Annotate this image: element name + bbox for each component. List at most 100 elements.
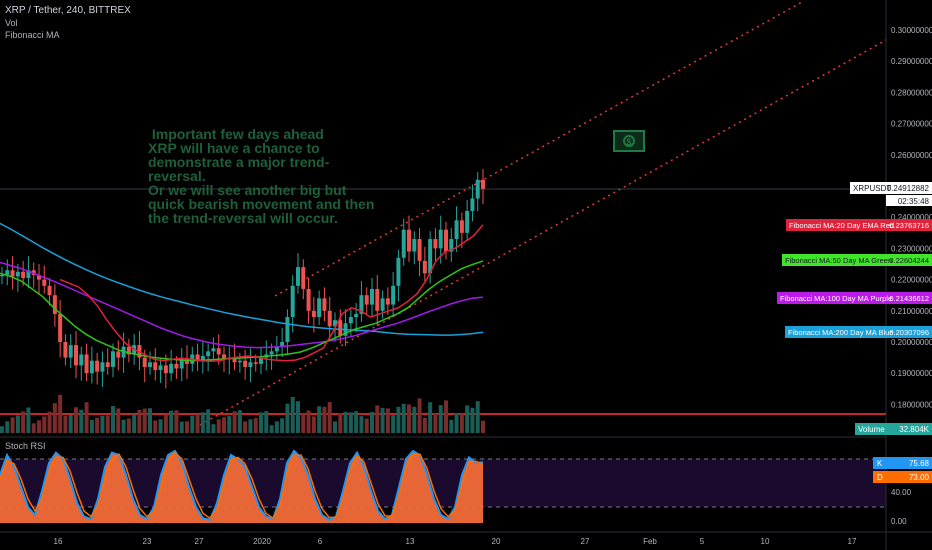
label-countdown: 02:35:48 — [898, 197, 930, 206]
volume-bar — [391, 415, 396, 433]
volume-bar — [401, 403, 406, 433]
volume-bar — [407, 404, 411, 433]
candle-body — [459, 220, 464, 233]
candle-body — [105, 362, 110, 367]
candle-body — [111, 351, 115, 367]
label-xrpusdt-value: 0.24912882 — [887, 184, 930, 193]
candle-body — [95, 360, 100, 372]
volume-bar — [126, 418, 131, 433]
time-tick: 23 — [143, 537, 152, 546]
stoch-rsi-title[interactable]: Stoch RSI — [5, 441, 46, 451]
label-volume-name: Volume — [858, 425, 885, 434]
volume-bar — [21, 411, 26, 433]
volume-bar — [449, 419, 454, 433]
label-ma20: Fibonacci MA:20 Day EMA Red 0.23763716 — [786, 219, 932, 231]
volume-bar — [237, 410, 242, 433]
time-tick: 6 — [318, 537, 323, 546]
volume-bar — [132, 414, 137, 433]
price-tick: 0.21000000 — [891, 307, 932, 316]
label-ma200: Fibonacci MA:200 Day MA Blue 0.20307096 — [785, 326, 932, 338]
volume-bar — [380, 407, 385, 433]
volume-bar — [42, 416, 47, 433]
price-tick: 0.20000000 — [891, 338, 932, 347]
candle-body — [74, 345, 78, 366]
candle-body — [311, 310, 316, 318]
candle-body — [195, 354, 200, 361]
volume-bar — [137, 409, 142, 433]
candle-body — [179, 359, 184, 369]
candle-body — [52, 295, 57, 314]
candle-body — [222, 354, 226, 360]
candle-body — [185, 359, 189, 364]
volume-bar — [179, 421, 184, 433]
volume-bar — [89, 419, 94, 433]
label-volume: Volume 32.804K — [855, 423, 932, 435]
stoch-tick-40: 40.00 — [891, 488, 912, 497]
candle-body — [348, 317, 353, 324]
volume-bar — [142, 408, 147, 433]
volume-bar — [15, 415, 20, 433]
volume-bar — [343, 411, 348, 433]
candle-body — [26, 270, 31, 279]
trend-line-lower[interactable] — [199, 39, 887, 426]
time-tick: 27 — [195, 537, 204, 546]
candle-body — [375, 288, 380, 311]
volume-bar — [10, 417, 15, 433]
candle-body — [280, 342, 285, 347]
label-stoch-k: K 75.68 — [873, 457, 932, 469]
price-tick: 0.27000000 — [891, 120, 932, 129]
volume-bar — [364, 418, 369, 433]
price-tick: 0.29000000 — [891, 57, 932, 66]
candle-body — [274, 346, 279, 352]
candle-body — [327, 310, 332, 327]
trend-line-upper[interactable] — [274, 1, 803, 297]
volume-bar — [31, 423, 36, 433]
label-ma50: Fibonacci MA:50 Day MA Green 0.22604244 — [782, 254, 932, 266]
time-tick: 27 — [581, 537, 590, 546]
price-tick: 0.28000000 — [891, 88, 932, 97]
candle-body — [89, 360, 94, 374]
volume-bar — [121, 419, 126, 433]
candle-body — [0, 274, 4, 277]
volume-bar — [470, 407, 475, 433]
candle-body — [370, 288, 374, 305]
candle-body — [42, 279, 47, 286]
volume-bar — [111, 406, 115, 433]
candle-body — [338, 320, 343, 336]
volume-bar — [385, 408, 390, 433]
volume-bar — [301, 413, 306, 433]
volume-bar — [322, 406, 327, 433]
volume-bar — [63, 416, 68, 433]
candle-body — [322, 298, 327, 311]
indicator-vol-label[interactable]: Vol — [5, 18, 18, 28]
candle-body — [216, 348, 221, 355]
candle-body — [243, 360, 248, 367]
volume-bar — [153, 420, 158, 433]
annotation-text[interactable]: Important few days ahead XRP will have a… — [148, 126, 374, 226]
candle-body — [232, 357, 237, 363]
time-tick: Feb — [643, 537, 657, 546]
candle-body — [253, 362, 258, 364]
time-tick: 20 — [492, 537, 501, 546]
label-xrpusdt-name: XRPUSDT — [853, 184, 891, 193]
volume-bar — [74, 407, 78, 433]
candle-body — [21, 271, 26, 279]
label-ma20-name: Fibonacci MA:20 Day EMA Red — [789, 221, 894, 230]
label-stoch-k-value: 75.68 — [909, 459, 930, 468]
candle-body — [422, 260, 427, 274]
volume-bar — [370, 412, 374, 433]
volume-bar — [100, 415, 105, 433]
stoch-d-line — [0, 451, 484, 520]
candle-body — [37, 274, 41, 280]
stoch-tick-0: 0.00 — [891, 517, 907, 526]
svg-text:demonstrate a major trend-: demonstrate a major trend- — [148, 154, 330, 170]
volume-bar — [433, 413, 438, 433]
svg-text:reversal.: reversal. — [148, 168, 206, 184]
money-icon[interactable]: $ — [613, 130, 645, 152]
price-tick: 0.18000000 — [891, 400, 932, 409]
candle-body — [5, 270, 10, 275]
volume-bar — [211, 424, 216, 433]
volume-bar — [306, 410, 311, 433]
indicator-fibma-label[interactable]: Fibonacci MA — [5, 30, 60, 40]
